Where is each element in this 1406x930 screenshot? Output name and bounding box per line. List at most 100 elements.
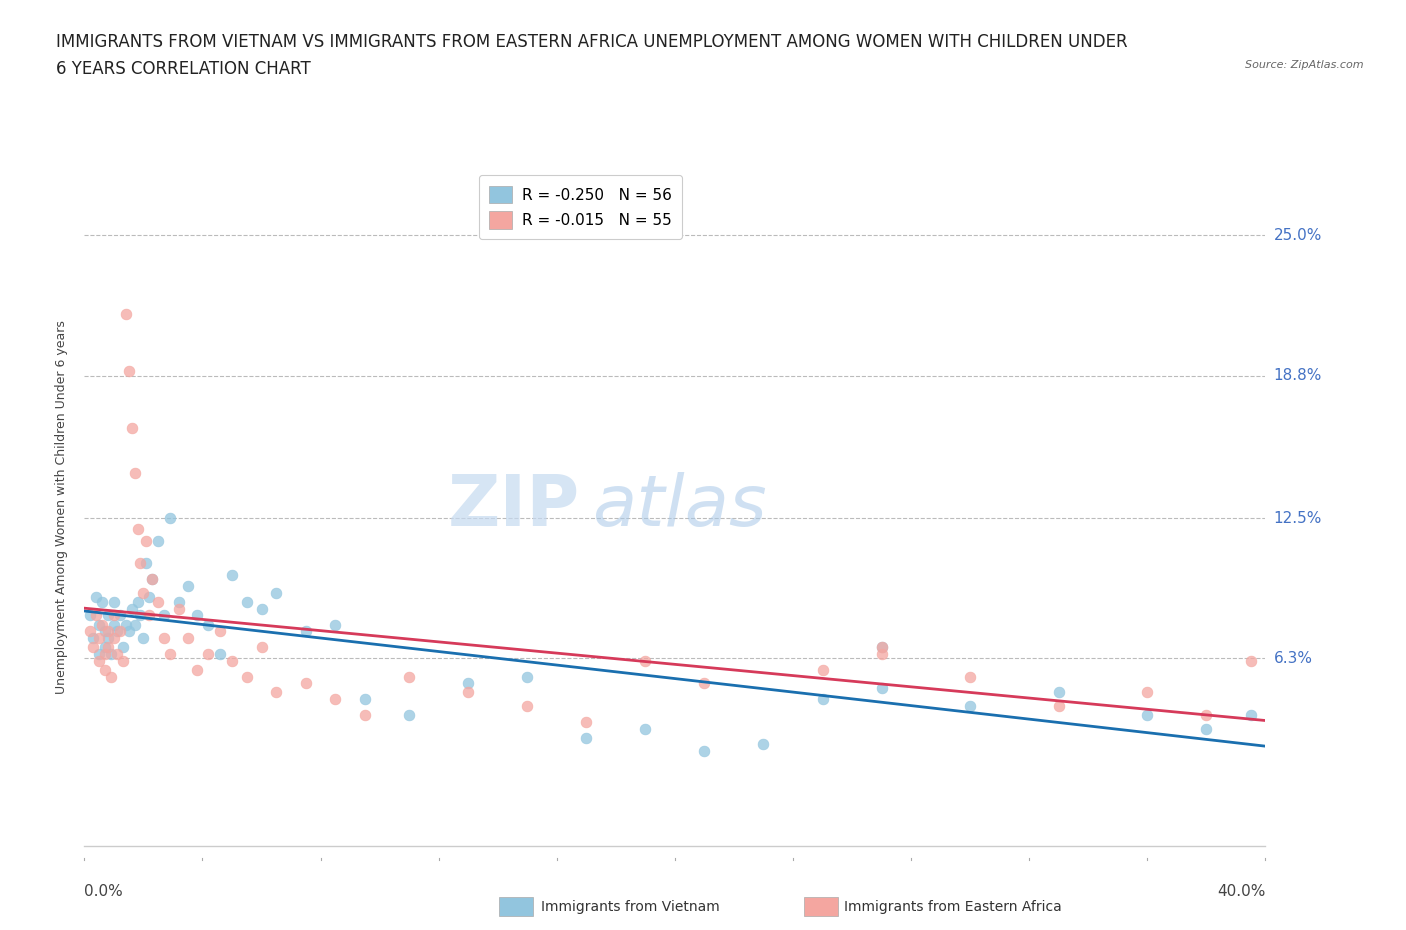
Text: 6 YEARS CORRELATION CHART: 6 YEARS CORRELATION CHART [56,60,311,78]
Point [1047,698,1070,713]
Point [138,608,160,623]
Point [235,670,259,684]
Point [124,466,146,481]
Text: 12.5%: 12.5% [1274,511,1322,525]
Legend: R = -0.250   N = 56, R = -0.015   N = 55: R = -0.250 N = 56, R = -0.015 N = 55 [478,175,682,239]
Point [1047,685,1070,700]
Point [209,646,232,661]
Point [87,653,111,668]
Point [250,602,273,617]
Point [97,640,120,655]
Point [121,420,143,435]
Point [264,685,288,700]
Point [82,631,104,645]
Point [114,618,136,632]
Point [100,646,122,661]
Point [94,646,117,661]
Point [97,631,120,645]
Point [693,744,716,759]
Point [111,640,134,655]
Point [108,608,131,623]
Point [118,364,141,379]
Text: IMMIGRANTS FROM VIETNAM VS IMMIGRANTS FROM EASTERN AFRICA UNEMPLOYMENT AMONG WOM: IMMIGRANTS FROM VIETNAM VS IMMIGRANTS FR… [56,33,1128,50]
Point [94,662,117,677]
Point [870,681,893,696]
Point [79,624,101,639]
Point [84,608,107,623]
Text: 0.0%: 0.0% [84,884,124,898]
Point [177,631,200,645]
Point [295,676,318,691]
Point [148,534,170,549]
Point [141,572,163,587]
Point [97,608,120,623]
Point [114,307,136,322]
Text: 40.0%: 40.0% [1218,884,1265,898]
Point [87,631,111,645]
Point [91,618,114,632]
FancyBboxPatch shape [804,897,838,916]
Point [135,534,157,549]
Point [97,624,120,639]
Point [127,522,149,537]
Text: Source: ZipAtlas.com: Source: ZipAtlas.com [1246,60,1364,71]
Point [87,646,111,661]
Point [752,737,775,751]
Point [634,721,657,736]
Point [177,578,200,593]
Point [94,640,117,655]
Point [354,708,377,723]
Point [264,585,288,600]
Point [167,594,190,609]
Point [250,640,273,655]
Point [186,662,208,677]
Point [129,556,152,571]
Point [209,624,232,639]
FancyBboxPatch shape [499,897,533,916]
Point [575,714,598,729]
Point [870,640,893,655]
Point [103,594,125,609]
Point [79,608,101,623]
Point [124,618,146,632]
Point [634,653,657,668]
Point [398,708,420,723]
Point [959,670,981,684]
Point [91,594,114,609]
Point [323,618,347,632]
Point [135,556,157,571]
Text: 6.3%: 6.3% [1274,651,1313,666]
Point [1136,685,1159,700]
Point [159,511,181,525]
Point [141,572,163,587]
Point [186,608,208,623]
Point [167,602,190,617]
Point [221,567,243,582]
Text: Immigrants from Vietnam: Immigrants from Vietnam [541,899,720,914]
Point [1240,708,1263,723]
Point [121,602,143,617]
Point [103,631,125,645]
Point [94,624,117,639]
Point [575,730,598,745]
Point [221,653,243,668]
Point [1195,721,1218,736]
Point [105,646,128,661]
Text: 18.8%: 18.8% [1274,368,1322,383]
Point [84,590,107,604]
Point [132,585,155,600]
Point [100,670,122,684]
Point [127,594,149,609]
Text: Immigrants from Eastern Africa: Immigrants from Eastern Africa [844,899,1062,914]
Point [870,640,893,655]
Y-axis label: Unemployment Among Women with Children Under 6 years: Unemployment Among Women with Children U… [55,320,69,694]
Point [1240,653,1263,668]
Point [129,608,152,623]
Text: atlas: atlas [592,472,766,541]
Point [1136,708,1159,723]
Point [811,692,834,707]
Point [105,624,128,639]
Point [82,640,104,655]
Text: 25.0%: 25.0% [1274,228,1322,243]
Point [235,594,259,609]
